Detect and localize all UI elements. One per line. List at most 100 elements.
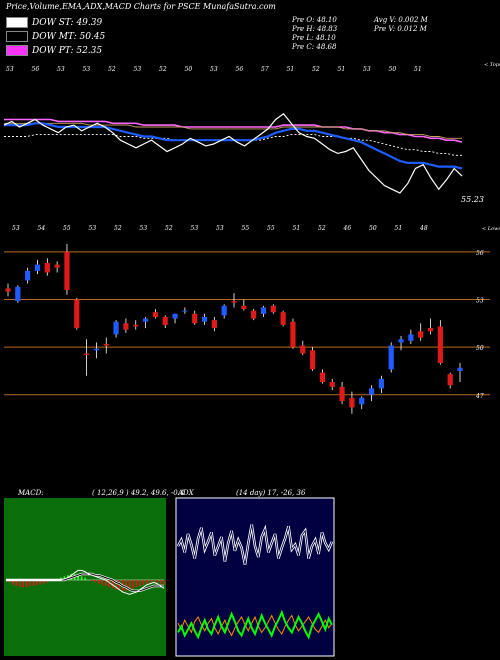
bottom-label: 53 xyxy=(140,225,148,232)
info-pre-volume: Pre V: 0.012 M xyxy=(374,25,427,33)
top-label: 56 xyxy=(236,66,244,73)
candle-body xyxy=(260,307,267,314)
candle-body xyxy=(231,301,237,303)
candle-body xyxy=(310,350,316,370)
legend-swatch-mt xyxy=(6,31,28,42)
top-label: 53 xyxy=(83,66,91,73)
legend-swatch-st xyxy=(6,17,28,28)
candle-body xyxy=(113,321,119,335)
bottom-label: 53 xyxy=(89,225,97,232)
top-right-label: < Tops xyxy=(484,62,500,68)
candle-body xyxy=(329,382,335,387)
bottom-label: 54 xyxy=(38,225,46,232)
candle-body xyxy=(54,264,60,268)
top-label: 56 xyxy=(32,66,40,73)
candle-body xyxy=(211,320,217,329)
top-label: 53 xyxy=(6,66,14,73)
macd-title: MACD: xyxy=(17,489,44,497)
top-label: 52 xyxy=(312,66,320,73)
candle-body xyxy=(319,372,326,383)
adx-title: ADX xyxy=(177,489,195,497)
adx-minus-di-line xyxy=(177,614,333,637)
candle-body xyxy=(34,264,41,271)
candle-body xyxy=(349,397,355,408)
candle-body xyxy=(93,348,100,351)
legend-label-pt: DOW PT: 52.35 xyxy=(32,45,103,56)
ema-pink-line xyxy=(4,118,463,143)
legend-dow-st: DOW ST: 49.39 xyxy=(6,17,102,28)
candle-body xyxy=(359,397,365,405)
chart-title: Price,Volume,EMA,ADX,MACD Charts for PSC… xyxy=(6,2,276,11)
candle-body xyxy=(162,316,168,325)
bottom-label: 55 xyxy=(242,225,250,232)
info-avg-volume: Avg V: 0.002 M xyxy=(374,16,428,24)
candle-body xyxy=(418,331,424,338)
candle-body xyxy=(133,324,139,327)
top-label: 52 xyxy=(159,66,167,73)
candle-body xyxy=(123,323,129,330)
last-value-label: 55.23 xyxy=(461,195,484,204)
candle-body xyxy=(172,313,178,319)
candle-body xyxy=(152,312,158,317)
candle-body xyxy=(398,339,404,343)
bottom-label: 51 xyxy=(293,225,301,232)
bottom-label: 52 xyxy=(318,225,326,232)
adx-params: (14 day) 17, -26, 36 xyxy=(236,489,306,497)
candle-body xyxy=(103,343,109,346)
candle-body xyxy=(270,305,276,313)
candle-body xyxy=(437,326,443,363)
top-label: 53 xyxy=(57,66,65,73)
top-label: 51 xyxy=(338,66,346,73)
top-label: 53 xyxy=(134,66,142,73)
candle-body xyxy=(64,251,70,290)
top-label: 53 xyxy=(363,66,371,73)
price-label: 56 xyxy=(476,250,484,257)
bottom-label: 52 xyxy=(165,225,173,232)
candle-body xyxy=(84,353,90,356)
candle-body xyxy=(280,312,286,325)
price-label: 53 xyxy=(476,298,484,305)
candle-body xyxy=(339,386,345,402)
ema-blue-line xyxy=(4,122,463,170)
top-label: 51 xyxy=(414,66,422,73)
candle-body xyxy=(221,305,227,316)
price-label: 50 xyxy=(476,345,484,352)
candle-body xyxy=(368,388,375,395)
bottom-label: 51 xyxy=(395,225,403,232)
price-panel: 56 53 50 47 xyxy=(4,243,490,414)
top-label: 51 xyxy=(287,66,295,73)
candle-body xyxy=(44,262,50,273)
candle-body xyxy=(388,345,394,370)
adx-line-core xyxy=(177,524,333,565)
candle-body xyxy=(5,288,11,292)
price-line xyxy=(3,112,463,194)
info-pre-low: Pre L: 48.10 xyxy=(292,34,336,42)
ema-white-dashed-line xyxy=(4,134,462,156)
bottom-label: 52 xyxy=(114,225,122,232)
legend-dow-mt: DOW MT: 50.45 xyxy=(6,31,105,42)
legend-label-st: DOW ST: 49.39 xyxy=(32,17,103,28)
candle-body xyxy=(378,378,384,389)
adx-panel xyxy=(176,524,334,640)
bottom-label: 55 xyxy=(267,225,275,232)
bottom-label: 48 xyxy=(419,225,428,232)
ema-panel: 53 56 53 53 52 53 52 50 53 56 57 51 52 51 53 50 51 < Tops… xyxy=(3,62,500,232)
candle-body xyxy=(15,286,21,302)
candle-body xyxy=(447,374,453,386)
bottom-label: 53 xyxy=(216,225,224,232)
adx-panel-border xyxy=(175,497,335,657)
info-pre-open: Pre O: 48.10 xyxy=(292,16,337,24)
bottom-label: 55 xyxy=(63,225,71,232)
candle-body xyxy=(427,328,434,332)
candle-body xyxy=(74,299,80,329)
candle-body xyxy=(457,367,463,371)
price-label: 47 xyxy=(475,393,484,400)
bottom-label: 50 xyxy=(369,225,377,232)
bottom-right-label: < Lows xyxy=(482,226,500,232)
candle-body xyxy=(25,270,31,281)
candle-body xyxy=(290,321,296,348)
candle-body xyxy=(182,310,188,312)
macd-panel xyxy=(6,569,165,595)
top-label: 57 xyxy=(261,66,269,73)
